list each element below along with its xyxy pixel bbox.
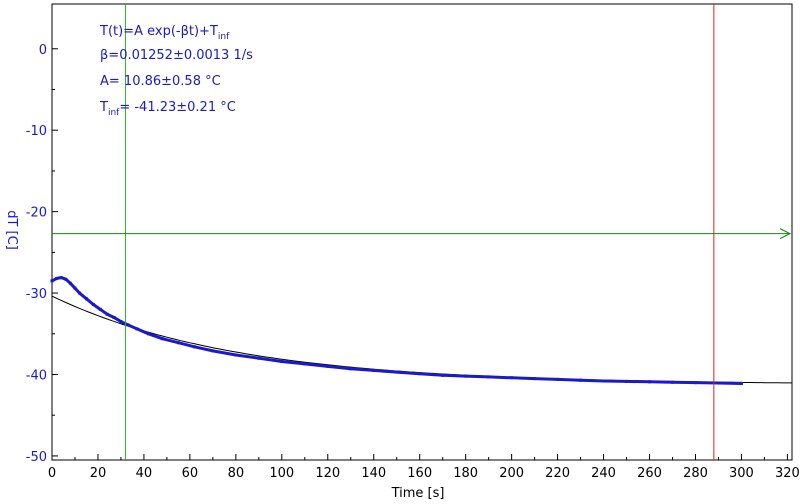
annotation-model: T(t)=A exp(-βt)+Tinf [99,24,230,42]
y-tick-label: 0 [39,43,47,58]
x-tick-label: 80 [228,466,245,481]
x-tick-label: 320 [775,466,800,481]
data-point [303,362,307,366]
data-point [98,307,102,311]
y-axis-label: dT [C] [4,210,19,250]
x-tick-label: 200 [499,466,524,481]
y-axis-ticks: 0 -10 -20 -30 -40 -50 [26,43,58,465]
data-point [670,380,674,384]
x-tick-label: 240 [591,466,616,481]
data-point [510,376,514,380]
arrow-right-icon [779,228,792,240]
data-point [693,381,697,385]
data-point [716,381,720,385]
data-point [78,291,82,295]
data-point [55,276,59,280]
x-tick-label: 160 [407,466,432,481]
x-tick-label: 220 [545,466,570,481]
data-point [192,345,196,349]
data-point [372,368,376,372]
data-point [395,370,399,374]
data-point [126,323,130,327]
data-point [68,281,72,285]
y-tick-label: -50 [26,450,47,465]
data-point [59,276,63,280]
data-point [84,297,88,301]
data-point [602,379,606,383]
data-point [556,377,560,381]
data-point [176,341,180,345]
annotation-amplitude: A= 10.86±0.58 °C [100,74,221,89]
x-tick-label: 20 [90,466,107,481]
y-tick-label: -30 [26,287,47,302]
data-point [648,380,652,384]
data-point [234,353,238,357]
data-point [147,332,151,336]
x-tick-label: 180 [453,466,478,481]
x-tick-label: 0 [48,466,56,481]
data-point [91,302,95,306]
x-tick-label: 40 [136,466,153,481]
data-point [487,375,491,379]
data-point [119,320,123,324]
x-tick-label: 140 [361,466,386,481]
annotation-tinf: Tinf= -41.23±0.21 °C [99,100,236,118]
data-point [625,379,629,383]
y-tick-label: -40 [26,369,47,384]
data-point [441,373,445,377]
x-tick-label: 300 [729,466,754,481]
x-axis-ticks: 0 20 40 60 80 100 120 140 160 180 200 220 240 260 280 3… [48,454,800,481]
data-point [50,279,54,283]
data-point [326,364,330,368]
fit-annotation: T(t)=A exp(-βt)+Tinf β=0.01252±0.0013 1/… [99,24,253,118]
data-point [533,377,537,381]
y-tick-label: -20 [26,206,47,221]
x-tick-label: 100 [269,466,294,481]
data-point [464,374,468,378]
data-point [418,372,422,376]
x-tick-label: 120 [315,466,340,481]
data-point [739,381,743,385]
data-point [160,337,164,341]
data-point [105,312,109,316]
x-tick-label: 60 [182,466,199,481]
data-point [211,349,215,353]
data-point [135,327,139,331]
data-line [51,276,742,385]
data-point [579,378,583,382]
data-point [280,359,284,363]
data-point [112,316,116,319]
data-point [257,356,261,360]
annotation-beta: β=0.01252±0.0013 1/s [100,48,253,63]
plot-frame [51,3,793,461]
data-series-layer [50,276,743,385]
data-point [349,367,353,371]
data-point [73,286,77,290]
y-tick-label: -10 [26,124,47,139]
data-point [64,277,68,281]
x-tick-label: 280 [683,466,708,481]
x-tick-label: 260 [637,466,662,481]
x-axis-label: Time [s] [391,486,445,501]
cursor-layer [52,4,792,460]
